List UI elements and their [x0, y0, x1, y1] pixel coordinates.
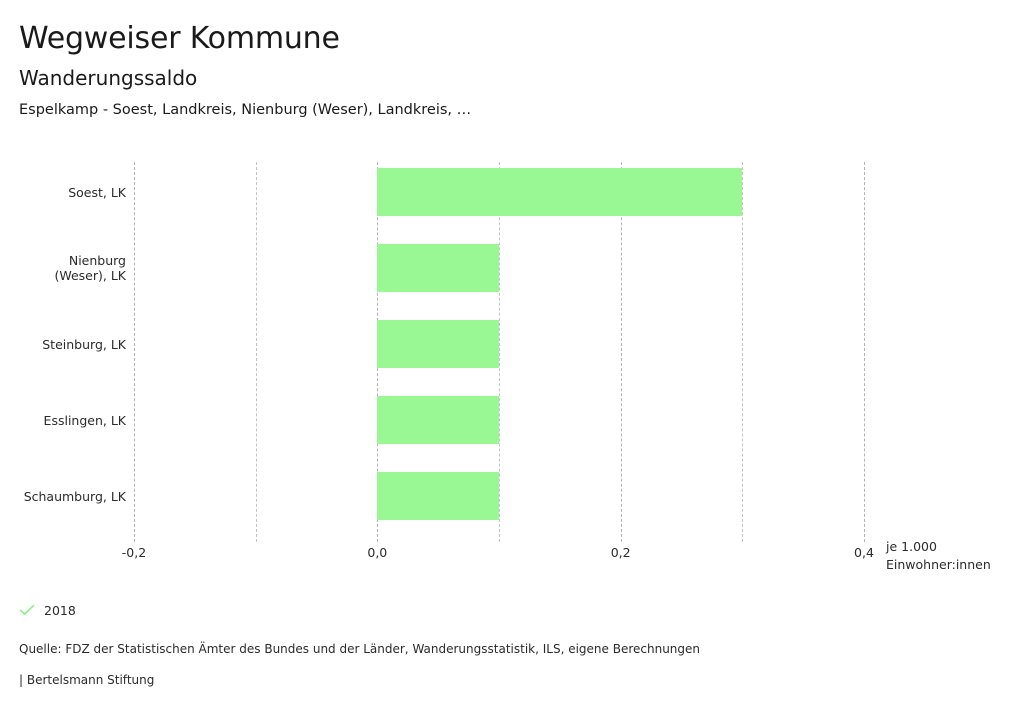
publisher-text: | Bertelsmann Stiftung: [19, 673, 155, 687]
chart-header: Wegweiser Kommune Wanderungssaldo Espelk…: [19, 0, 1009, 119]
bar-row: [134, 238, 864, 314]
chart-bars: [134, 162, 864, 542]
selection-description: Espelkamp - Soest, Landkreis, Nienburg (…: [19, 102, 472, 118]
page-title: Wegweiser Kommune: [19, 21, 340, 56]
y-axis-labels: Soest, LK Nienburg (Weser), LK Steinburg, L…: [0, 162, 126, 542]
y-axis-tick-label-line: Nienburg: [68, 253, 126, 268]
x-axis-tick-label: -0,2: [121, 545, 147, 560]
y-axis-tick-label-line: Esslingen, LK: [43, 412, 126, 428]
bar[interactable]: [377, 168, 743, 216]
gridline-major: [864, 162, 865, 542]
gridline-minor: [499, 162, 500, 542]
bar[interactable]: [377, 396, 499, 444]
x-axis-tick-label: 0,0: [367, 545, 388, 560]
x-axis-tick-label: 0,4: [854, 545, 874, 560]
y-axis-tick-label: Steinburg, LK: [0, 337, 126, 352]
source-text: Quelle: FDZ der Statistischen Ämter des …: [19, 642, 701, 656]
bar-row: [134, 466, 864, 542]
x-axis-tick-label: 0,2: [610, 545, 631, 560]
chart-subtitle: Wanderungssaldo: [19, 66, 198, 90]
check-icon[interactable]: [19, 601, 35, 620]
bar-row: [134, 314, 864, 390]
bar-row: [134, 162, 864, 238]
gridline-minor: [255, 162, 257, 542]
y-axis-tick-label: Soest, LK: [0, 185, 126, 200]
y-axis-tick-label-line: Soest, LK: [68, 184, 126, 200]
y-axis-tick-label-line: Steinburg, LK: [42, 336, 126, 352]
chart-legend[interactable]: 2018: [19, 601, 76, 620]
y-axis-tick-label: Esslingen, LK: [0, 413, 126, 428]
gridline-minor: [742, 162, 744, 542]
bar[interactable]: [377, 244, 499, 292]
unit-line-2: Einwohner:innen: [886, 557, 991, 572]
y-axis-tick-label-line: Schaumburg, LK: [23, 488, 126, 504]
gridline-major: [134, 162, 135, 542]
bar-row: [134, 390, 864, 466]
legend-item-label[interactable]: 2018: [44, 603, 76, 618]
bar[interactable]: [377, 472, 499, 520]
gridline-major: [620, 162, 622, 542]
x-axis-unit-label: je 1.000 Einwohner:innen: [886, 538, 991, 574]
y-axis-tick-label-line: (Weser), LK: [54, 268, 126, 283]
unit-line-1: je 1.000: [886, 539, 937, 554]
y-axis-tick-label: Schaumburg, LK: [0, 489, 126, 504]
bar[interactable]: [377, 320, 499, 368]
y-axis-tick-label: Nienburg (Weser), LK: [0, 253, 126, 283]
chart-footer: Quelle: FDZ der Statistischen Ämter des …: [19, 641, 1009, 688]
